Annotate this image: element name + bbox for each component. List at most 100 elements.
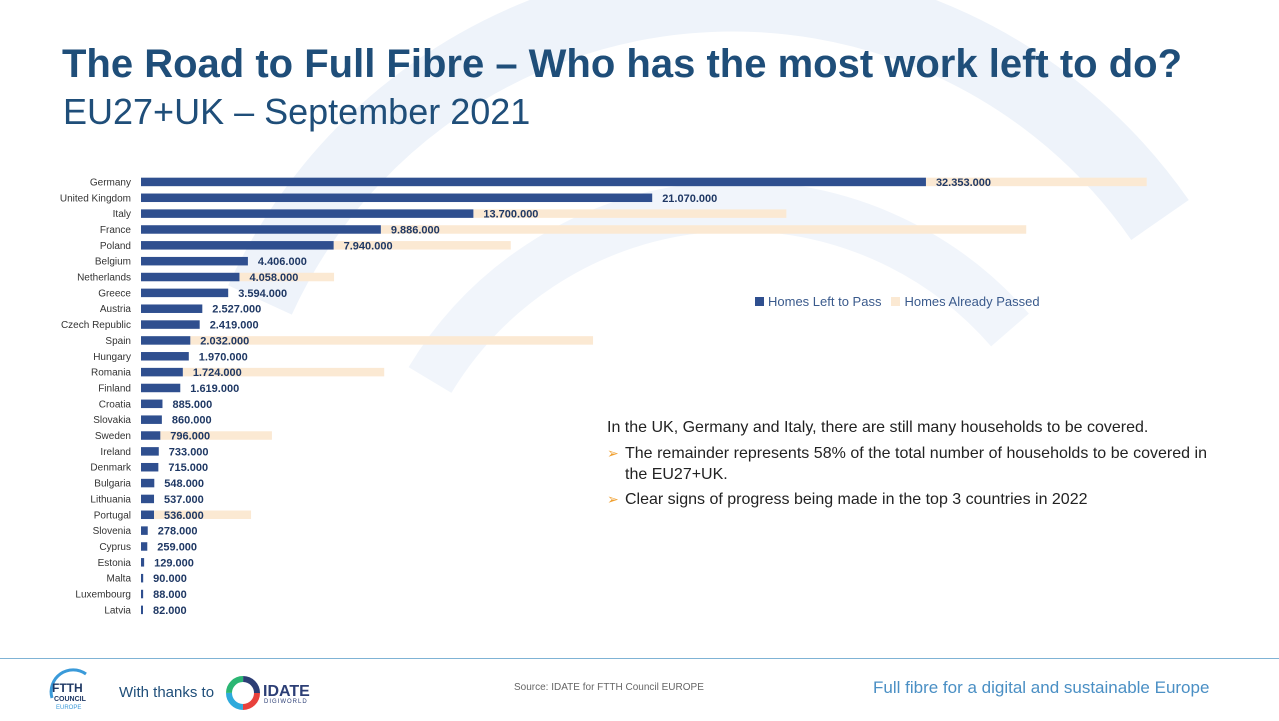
bullet-arrow-icon: ➢	[607, 491, 619, 507]
bar-left-to-pass	[141, 225, 381, 234]
bar-left-to-pass	[141, 558, 145, 567]
svg-text:COUNCIL: COUNCIL	[54, 696, 87, 703]
category-label: Malta	[107, 574, 132, 585]
category-label: France	[100, 225, 132, 236]
bar-already-passed	[239, 272, 335, 282]
footer-tagline: Full fibre for a digital and sustainable…	[873, 678, 1210, 697]
bar-left-to-pass	[141, 367, 183, 377]
category-label: Germany	[90, 177, 131, 188]
value-label: 13.700.000	[483, 209, 538, 221]
legend-label-left-to-pass: Homes Left to Pass	[768, 294, 882, 309]
bar-already-passed	[182, 367, 385, 377]
category-label: Czech Republic	[61, 320, 131, 331]
value-label: 90.000	[153, 573, 187, 585]
category-label: Cyprus	[99, 542, 131, 553]
value-label: 3.594.000	[238, 288, 287, 300]
bar-left-to-pass	[141, 177, 926, 187]
category-label: Slovenia	[93, 526, 132, 537]
value-label: 82.000	[153, 605, 187, 617]
category-label: Spain	[105, 336, 131, 347]
value-label: 796.000	[170, 431, 210, 443]
value-label: 4.406.000	[258, 256, 307, 268]
bar-left-to-pass	[141, 272, 240, 282]
bar-left-to-pass	[141, 383, 181, 393]
category-label: Romania	[91, 368, 131, 379]
ftth-council-logo: FTTH COUNCIL EUROPE	[49, 668, 87, 711]
category-label: Portugal	[94, 510, 131, 521]
bar-left-to-pass	[141, 288, 229, 298]
commentary-bullet: ➢ The remainder represents 58% of the to…	[607, 443, 1207, 485]
bar-already-passed	[925, 177, 1147, 187]
category-label: Ireland	[100, 447, 131, 458]
value-label: 860.000	[172, 415, 212, 427]
value-label: 1.724.000	[193, 367, 242, 379]
bar-left-to-pass	[141, 526, 148, 535]
idate-logo-text: IDATE	[263, 683, 310, 700]
bar-left-to-pass	[141, 415, 162, 424]
value-label: 21.070.000	[662, 193, 717, 205]
commentary-box: In the UK, Germany and Italy, there are …	[607, 417, 1207, 514]
bar-left-to-pass	[141, 193, 653, 203]
value-label: 715.000	[168, 462, 208, 474]
category-label: Greece	[98, 288, 131, 299]
category-label: Italy	[113, 209, 131, 220]
page-title: The Road to Full Fibre – Who has the mos…	[62, 42, 1182, 86]
legend-item-left-to-pass: Homes Left to Pass	[755, 294, 881, 309]
bar-left-to-pass	[141, 510, 155, 520]
value-label: 9.886.000	[391, 224, 440, 236]
bar-left-to-pass	[141, 320, 200, 329]
legend-item-already-passed: Homes Already Passed	[891, 294, 1040, 309]
value-label: 32.353.000	[936, 177, 991, 189]
value-label: 733.000	[169, 446, 209, 458]
bar-left-to-pass	[141, 256, 248, 266]
commentary-bullet: ➢ Clear signs of progress being made in …	[607, 489, 1207, 510]
thanks-text: With thanks to	[119, 684, 215, 701]
bar-left-to-pass	[141, 478, 155, 488]
value-label: 278.000	[158, 526, 198, 538]
value-label: 7.940.000	[344, 240, 393, 252]
category-label: Estonia	[98, 558, 132, 569]
commentary-bullet-text: The remainder represents 58% of the tota…	[625, 445, 1207, 483]
value-label: 885.000	[172, 399, 212, 411]
bar-left-to-pass	[141, 542, 148, 551]
bar-left-to-pass	[141, 447, 159, 456]
category-label: Finland	[98, 383, 131, 394]
category-label: Croatia	[99, 399, 132, 410]
legend-swatch-left-to-pass	[755, 297, 764, 306]
idate-logo-subtext: DIGIWORLD	[264, 699, 308, 705]
category-label: Belgium	[95, 257, 131, 268]
bar-already-passed	[380, 225, 1027, 234]
bar-left-to-pass	[141, 605, 143, 615]
page-subtitle: EU27+UK – September 2021	[63, 91, 531, 132]
bar-left-to-pass	[141, 209, 474, 218]
value-label: 1.619.000	[190, 383, 239, 395]
category-label: Netherlands	[77, 273, 131, 284]
value-label: 537.000	[164, 494, 204, 506]
commentary-intro: In the UK, Germany and Italy, there are …	[607, 419, 1149, 436]
category-label: Sweden	[95, 431, 131, 442]
value-label: 129.000	[154, 557, 194, 569]
bar-already-passed	[333, 241, 511, 250]
bar-already-passed	[154, 510, 252, 520]
category-label: Lithuania	[90, 494, 131, 505]
bar-left-to-pass	[141, 589, 144, 599]
svg-text:FTTH: FTTH	[52, 681, 83, 695]
bar-left-to-pass	[141, 241, 334, 250]
idate-logo-icon	[226, 676, 260, 710]
bullet-arrow-icon: ➢	[607, 445, 619, 461]
value-label: 2.419.000	[210, 320, 259, 332]
commentary-bullet-text: Clear signs of progress being made in th…	[625, 491, 1088, 508]
chart-legend: Homes Left to Pass Homes Already Passed	[755, 294, 1040, 309]
source-note: Source: IDATE for FTTH Council EUROPE	[514, 682, 704, 693]
value-label: 259.000	[157, 541, 197, 553]
bar-left-to-pass	[141, 431, 161, 440]
category-label: Luxembourg	[75, 590, 131, 601]
legend-swatch-already-passed	[891, 297, 901, 306]
category-label: United Kingdom	[60, 193, 131, 204]
value-label: 536.000	[164, 510, 204, 522]
bar-left-to-pass	[141, 336, 191, 345]
value-label: 2.527.000	[212, 304, 261, 316]
bar-already-passed	[473, 209, 787, 218]
bar-left-to-pass	[141, 573, 144, 583]
bar-left-to-pass	[141, 494, 155, 504]
